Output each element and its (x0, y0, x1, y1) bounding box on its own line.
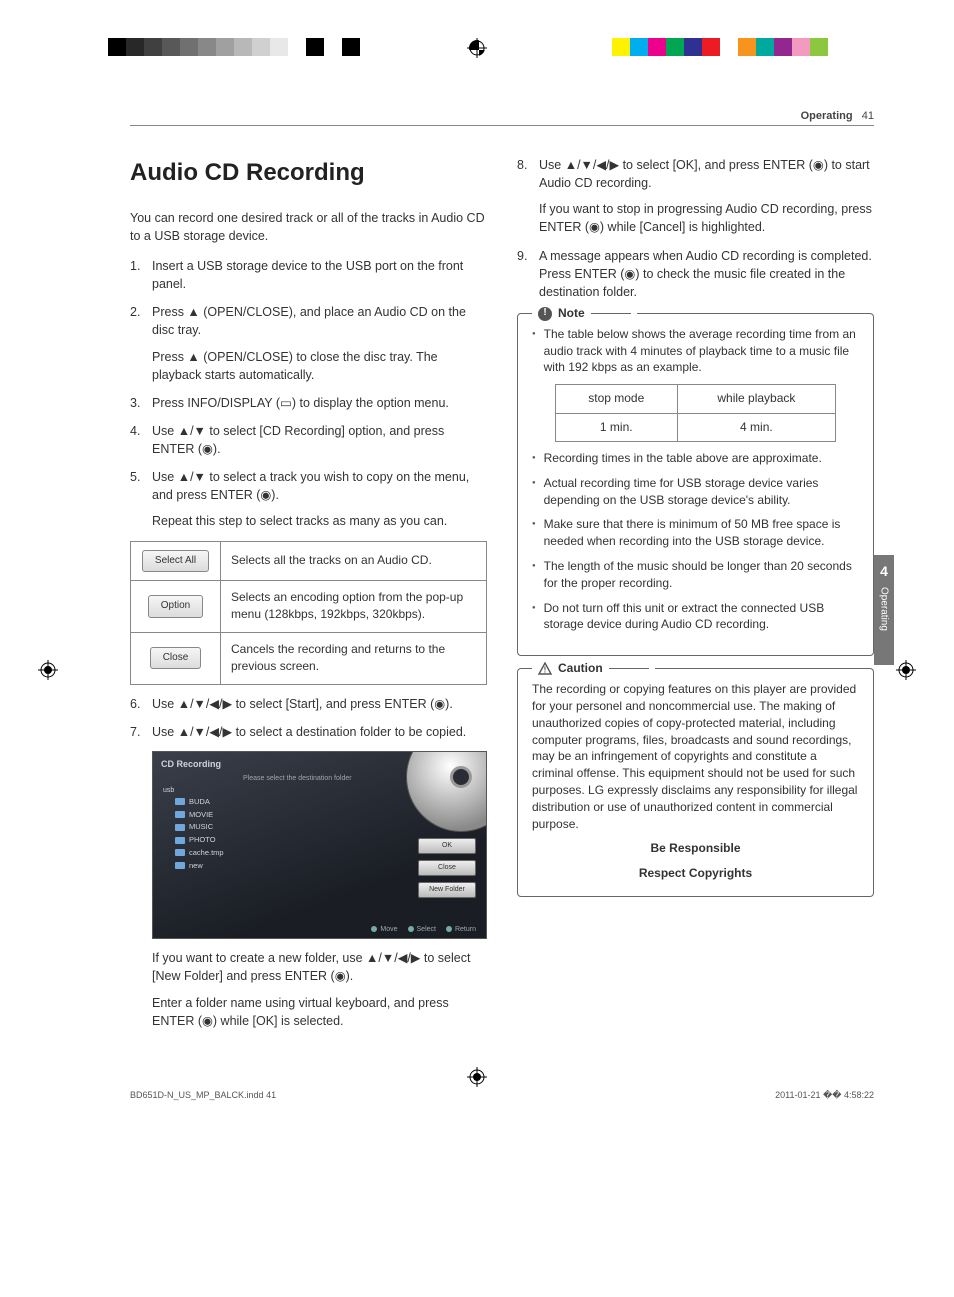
option-button: Select All (142, 550, 209, 573)
footer-timestamp: 2011-01-21 �� 4:58:22 (775, 1090, 874, 1101)
ss-folder: MOVIE (175, 809, 224, 822)
caution-line1: Be Responsible (532, 840, 859, 857)
caution-icon: ! (538, 662, 552, 676)
note-item: Do not turn off this unit or extract the… (532, 600, 859, 634)
note-item: The length of the music should be longer… (532, 558, 859, 592)
page-content: Operating 41 Audio CD Recording You can … (0, 0, 954, 1070)
page-title: Audio CD Recording (130, 156, 487, 191)
ss-hint: Select (408, 925, 436, 935)
caution-box: ! Caution The recording or copying featu… (517, 668, 874, 897)
caution-body: The recording or copying features on thi… (532, 681, 859, 832)
ss-folder: new (175, 860, 224, 873)
note-th2: while playback (677, 385, 835, 413)
ss-folder: BUDA (175, 796, 224, 809)
table-row: Close Cancels the recording and returns t… (131, 632, 487, 684)
option-desc: Selects all the tracks on an Audio CD. (221, 541, 487, 581)
option-button: Close (150, 647, 202, 670)
caution-title: ! Caution (532, 660, 655, 677)
side-tab-num: 4 (874, 555, 894, 579)
table-row: Select All Selects all the tracks on an A… (131, 541, 487, 581)
option-desc: Cancels the recording and returns to the… (221, 632, 487, 684)
step-item: 5.Use ▲/▼ to select a track you wish to … (130, 468, 487, 530)
steps-list-a: 1.Insert a USB storage device to the USB… (130, 257, 487, 531)
note-item: Make sure that there is minimum of 50 MB… (532, 516, 859, 550)
after-ss-1: If you want to create a new folder, use … (152, 949, 487, 985)
ss-title: CD Recording (161, 758, 221, 771)
side-tab-label: Operating (879, 587, 890, 631)
header-rule (130, 125, 874, 126)
ss-prompt: Please select the destination folder (243, 774, 352, 784)
note-title: ! Note (532, 305, 637, 322)
ss-folder: MUSIC (175, 821, 224, 834)
cd-recording-screenshot: CD Recording Please select the destinati… (152, 751, 487, 939)
note-icon: ! (538, 307, 552, 321)
ss-folder-list: BUDAMOVIEMUSICPHOTOcache.tmpnew (175, 796, 224, 873)
ss-hint: Return (446, 925, 476, 935)
step-item: 4.Use ▲/▼ to select [CD Recording] optio… (130, 422, 487, 458)
step-item: 2.Press ▲ (OPEN/CLOSE), and place an Aud… (130, 303, 487, 384)
registration-mark-bottom (467, 1067, 487, 1093)
note-th1: stop mode (555, 385, 677, 413)
ss-button-stack: OK Close New Folder (418, 838, 476, 898)
step-item: 7.Use ▲/▼/◀/▶ to select a destination fo… (130, 723, 487, 741)
step-item: 9.A message appears when Audio CD record… (517, 247, 874, 301)
intro-text: You can record one desired track or all … (130, 209, 487, 245)
note-td2: 4 min. (677, 413, 835, 441)
note-item: The table below shows the average record… (532, 326, 859, 376)
disc-graphic (406, 751, 487, 832)
ss-hint: Move (371, 925, 397, 935)
left-column: Audio CD Recording You can record one de… (130, 156, 487, 1030)
steps-list-b: 6.Use ▲/▼/◀/▶ to select [Start], and pre… (130, 695, 487, 741)
step-item: 1.Insert a USB storage device to the USB… (130, 257, 487, 293)
ss-button: OK (418, 838, 476, 854)
options-table: Select All Selects all the tracks on an A… (130, 541, 487, 685)
note-box: ! Note The table below shows the average… (517, 313, 874, 656)
header-page: 41 (862, 110, 874, 122)
step-item: 3.Press INFO/DISPLAY (▭) to display the … (130, 394, 487, 412)
ss-folder: cache.tmp (175, 847, 224, 860)
note-item: Actual recording time for USB storage de… (532, 475, 859, 509)
ss-footer-hints: Move Select Return (371, 925, 476, 935)
note-item: Recording times in the table above are a… (532, 450, 859, 467)
steps-list-c: 8.Use ▲/▼/◀/▶ to select [OK], and press … (517, 156, 874, 301)
caution-line2: Respect Copyrights (532, 865, 859, 882)
table-row: Option Selects an encoding option from th… (131, 581, 487, 633)
ss-root: usb (163, 786, 174, 796)
after-ss-2: Enter a folder name using virtual keyboa… (152, 994, 487, 1030)
footer-file: BD651D-N_US_MP_BALCK.indd 41 (130, 1090, 276, 1101)
header-section: Operating (801, 110, 853, 122)
svg-text:!: ! (544, 665, 547, 674)
note-td1: 1 min. (555, 413, 677, 441)
ss-button: Close (418, 860, 476, 876)
note-table: stop mode while playback 1 min. 4 min. (555, 384, 836, 442)
chapter-side-tab: 4 Operating (874, 555, 894, 665)
ss-folder: PHOTO (175, 834, 224, 847)
option-button: Option (148, 595, 203, 618)
option-desc: Selects an encoding option from the pop-… (221, 581, 487, 633)
step-item: 6.Use ▲/▼/◀/▶ to select [Start], and pre… (130, 695, 487, 713)
right-column: 8.Use ▲/▼/◀/▶ to select [OK], and press … (517, 156, 874, 1030)
page-header: Operating 41 (130, 110, 874, 122)
ss-button: New Folder (418, 882, 476, 898)
step-item: 8.Use ▲/▼/◀/▶ to select [OK], and press … (517, 156, 874, 237)
